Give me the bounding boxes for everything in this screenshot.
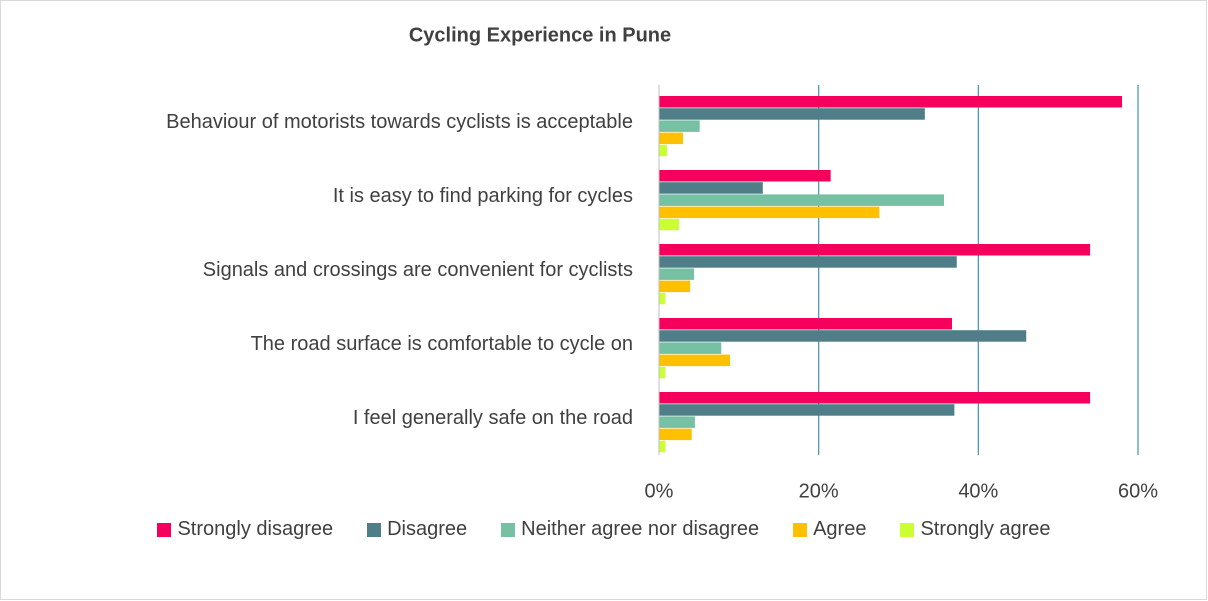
legend-item: Agree bbox=[793, 518, 866, 541]
bar bbox=[659, 392, 1091, 404]
bar bbox=[659, 120, 700, 132]
legend-item: Strongly disagree bbox=[157, 518, 333, 541]
category-text: Signals and crossings are convenient for… bbox=[202, 259, 633, 281]
category-text: Behaviour of motorists towards cyclists … bbox=[166, 111, 633, 133]
legend-label: Strongly agree bbox=[920, 518, 1051, 540]
category-label: I feel generally safe on the road bbox=[73, 381, 633, 455]
legend-swatch bbox=[157, 522, 172, 537]
bar bbox=[659, 170, 831, 182]
category-label: It is easy to find parking for cycles bbox=[73, 159, 633, 233]
bar bbox=[659, 132, 683, 145]
bar bbox=[659, 256, 957, 268]
bar bbox=[659, 440, 666, 453]
bar bbox=[659, 354, 731, 367]
bar bbox=[659, 96, 1123, 108]
legend-label: Strongly disagree bbox=[177, 518, 334, 540]
legend-item: Disagree bbox=[367, 518, 467, 541]
legend-label: Neither agree nor disagree bbox=[521, 518, 760, 540]
legend-label: Disagree bbox=[387, 518, 468, 540]
legend-label: Agree bbox=[813, 518, 867, 540]
category-text: I feel generally safe on the road bbox=[352, 407, 633, 429]
category-label: The road surface is comfortable to cycle… bbox=[73, 307, 633, 381]
bar bbox=[659, 182, 763, 194]
bar bbox=[659, 108, 925, 120]
bar bbox=[659, 318, 952, 330]
x-tick-label: 0% bbox=[645, 480, 674, 502]
bar bbox=[659, 244, 1091, 256]
category-label: Signals and crossings are convenient for… bbox=[73, 233, 633, 307]
x-tick-label: 20% bbox=[799, 480, 839, 502]
legend-item: Strongly agree bbox=[900, 518, 1051, 541]
bar bbox=[659, 280, 691, 293]
bar bbox=[659, 144, 667, 157]
bar bbox=[659, 330, 1027, 342]
legend-swatch bbox=[367, 522, 382, 537]
chart-title: Cycling Experience in Pune bbox=[409, 24, 671, 46]
category-text: It is easy to find parking for cycles bbox=[332, 185, 633, 207]
x-tick-label: 40% bbox=[958, 480, 998, 502]
legend-item: Neither agree nor disagree bbox=[501, 518, 759, 541]
bar bbox=[659, 218, 679, 231]
bar bbox=[659, 416, 695, 428]
bar bbox=[659, 342, 722, 354]
x-tick-label: 60% bbox=[1118, 480, 1158, 502]
bar bbox=[659, 206, 880, 219]
category-label: Behaviour of motorists towards cyclists … bbox=[73, 85, 633, 159]
legend-swatch bbox=[900, 522, 915, 537]
bar bbox=[659, 366, 666, 379]
category-text: The road surface is comfortable to cycle… bbox=[250, 333, 633, 355]
legend-swatch bbox=[501, 522, 516, 537]
bar bbox=[659, 194, 945, 206]
bar bbox=[659, 428, 692, 441]
bar bbox=[659, 268, 695, 280]
legend: Strongly disagree Disagree Neither agree n… bbox=[0, 518, 1208, 541]
bar bbox=[659, 292, 666, 305]
bar bbox=[659, 404, 955, 416]
legend-swatch bbox=[793, 522, 808, 537]
